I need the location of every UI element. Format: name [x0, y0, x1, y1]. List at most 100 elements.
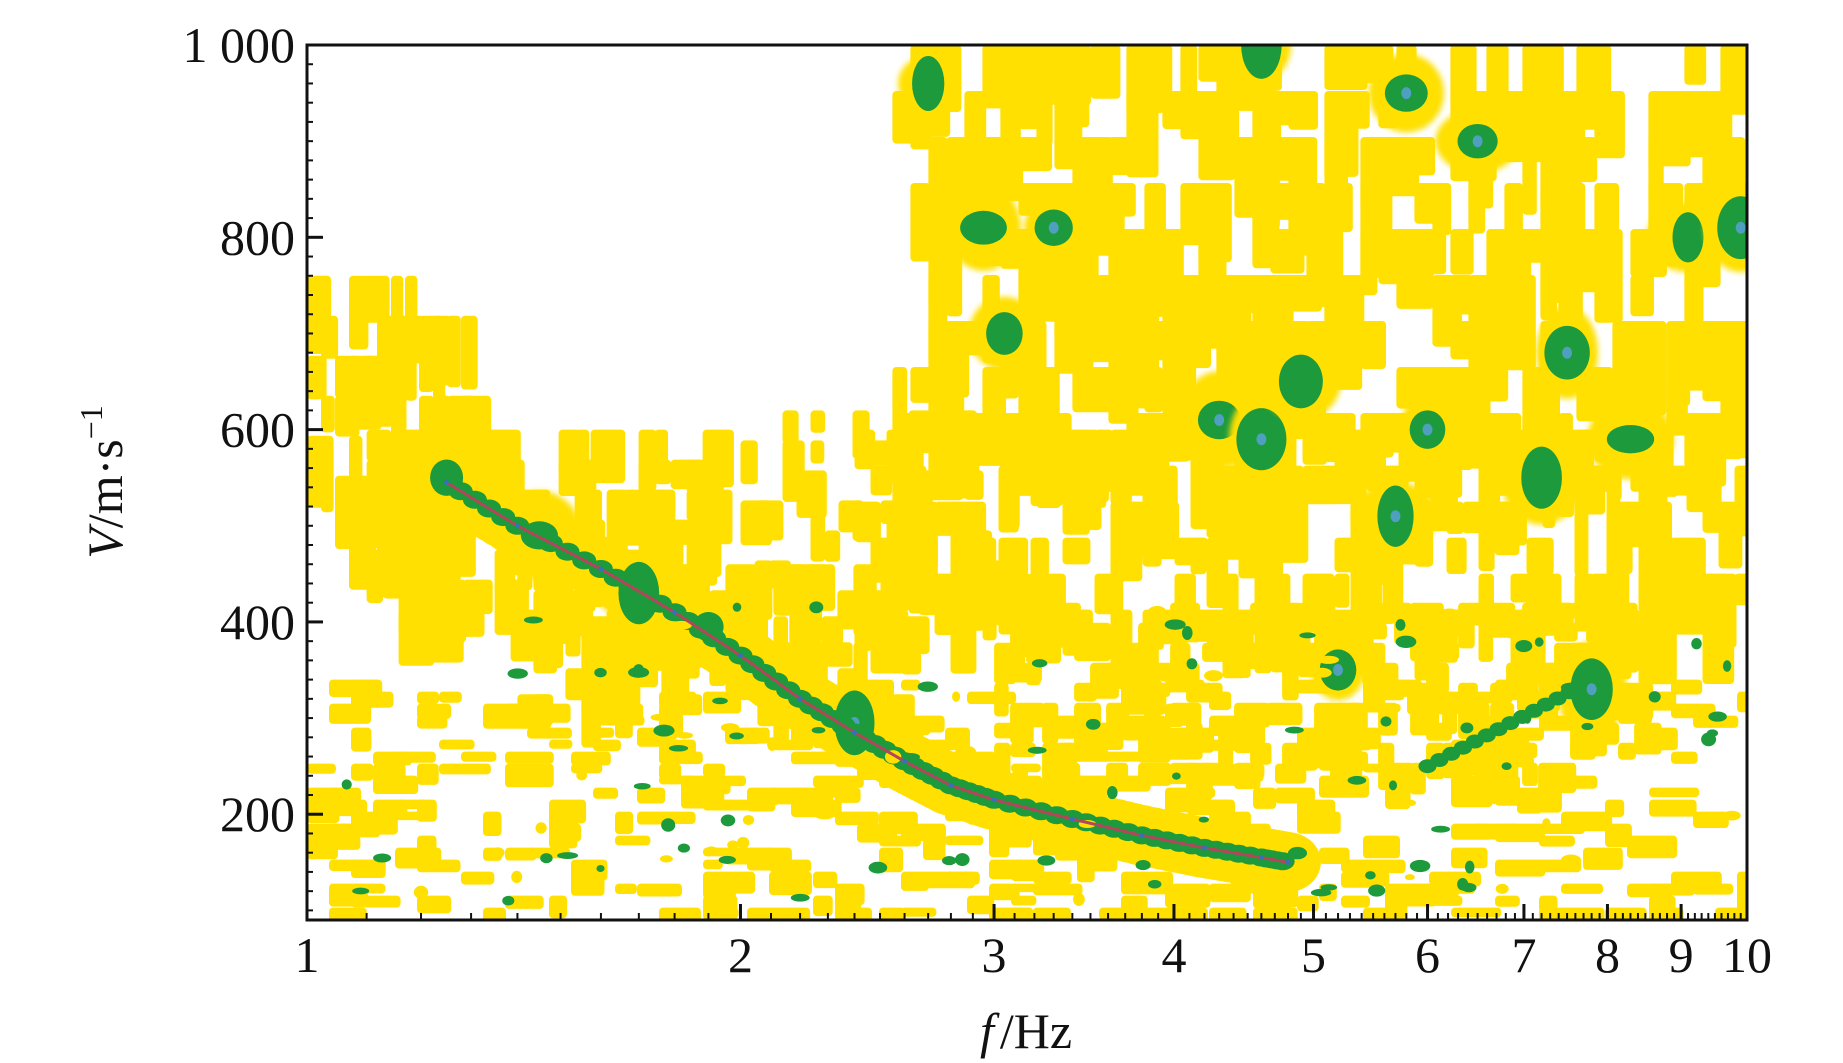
heatmap-blob-peak	[1390, 510, 1401, 523]
heatmap-cell-mid	[593, 787, 619, 799]
heatmap-cell-mid	[571, 871, 605, 896]
heatmap-cell-mid	[1446, 537, 1467, 574]
heatmap-speck	[668, 745, 689, 752]
heatmap-cell-mid	[805, 564, 836, 611]
heatmap-cell-mid	[1506, 742, 1538, 759]
heatmap-speck	[1223, 885, 1239, 894]
heatmap-speck	[653, 724, 675, 737]
heatmap-speck	[1464, 860, 1475, 874]
heatmap-speck	[1031, 659, 1048, 668]
heatmap-cell-mid	[1490, 682, 1506, 702]
heatmap-speck	[705, 846, 718, 854]
heatmap-cell-mid	[769, 871, 812, 896]
heatmap-cell-mid	[1458, 622, 1475, 649]
heatmap-cell-mid	[835, 787, 861, 803]
heatmap-cell-mid	[461, 763, 481, 775]
heatmap-cell-mid	[681, 751, 703, 765]
heatmap-cell-mid	[989, 835, 1010, 858]
heatmap-cell-mid	[1583, 847, 1623, 870]
heatmap-cell-mid	[866, 440, 899, 466]
heatmap-speck	[1708, 711, 1727, 722]
heatmap-cell-mid	[505, 703, 553, 723]
heatmap-blob-peak	[1214, 414, 1225, 426]
heatmap-cell-mid	[1720, 321, 1747, 381]
heatmap-cell-mid	[1046, 573, 1066, 611]
heatmap-cell-mid	[615, 811, 634, 835]
heatmap-cell-mid	[908, 560, 924, 614]
plot-frame	[305, 43, 1749, 922]
x-axis-unit: /Hz	[1000, 1003, 1072, 1059]
heatmap-cell-mid	[366, 429, 392, 462]
heatmap-cell-mid	[1561, 811, 1613, 832]
heatmap-cell-mid	[1486, 321, 1509, 402]
heatmap-speck	[557, 852, 579, 860]
heatmap-cell-mid	[505, 763, 554, 788]
heatmap-cell-mid	[1649, 787, 1700, 798]
heatmap-cell-mid	[1522, 682, 1539, 697]
heatmap-speck	[811, 726, 826, 734]
heatmap-cell-mid	[462, 579, 493, 615]
heatmap-speck	[1501, 762, 1512, 771]
heatmap-cell-mid	[1306, 183, 1324, 241]
heatmap-cell-mid	[1474, 762, 1492, 803]
heatmap-speck	[1365, 871, 1376, 880]
ticks-layer: 1 2 3 4 5 6 7 8 9 10 200 400 600 800 1 000	[183, 17, 1773, 983]
y-axis-variable: V	[77, 523, 133, 559]
heatmap-cell-mid	[1363, 859, 1406, 874]
heatmap-cell-mid	[654, 429, 668, 470]
heatmap-cell-mid	[1010, 742, 1036, 757]
heatmap-cell-mid	[1010, 642, 1025, 668]
heatmap-cell-mid	[1504, 275, 1536, 371]
dispersion-curve-point	[672, 609, 678, 615]
heatmap-cell-mid	[1018, 137, 1053, 172]
heatmap-cell-mid	[1218, 742, 1234, 780]
heatmap-cell-mid	[1072, 137, 1113, 191]
heatmap-cell-mid	[417, 715, 448, 729]
heatmap-cell-mid	[994, 682, 1009, 717]
heatmap-blob-peak	[1586, 683, 1597, 696]
heatmap-cell-mid	[869, 616, 892, 644]
heatmap-cell-mid	[894, 530, 922, 559]
heatmap-cell-mid	[813, 775, 864, 788]
y-tick-label: 200	[220, 786, 295, 842]
heatmap-cell-mid	[1297, 823, 1329, 833]
heatmap-cell-mid	[617, 919, 637, 920]
heatmap-cell-mid	[967, 895, 995, 915]
heatmap-cell-mid	[1630, 275, 1654, 317]
y-axis-unit-exponent: −1	[73, 405, 109, 439]
heatmap-cell-mid	[1426, 622, 1441, 645]
heatmap-cell-mid	[1330, 762, 1359, 781]
heatmap-cell-mid	[1209, 907, 1247, 920]
heatmap-cell-mid	[853, 642, 868, 691]
heatmap-cell-mid	[1074, 622, 1111, 661]
heatmap-cell-mid	[593, 727, 615, 738]
heatmap-cell-mid	[1253, 787, 1277, 809]
heatmap-speck	[1581, 722, 1594, 731]
heatmap-cell-mid	[1586, 622, 1611, 643]
heatmap-cell-mid	[1378, 762, 1414, 791]
heatmap-blob-high	[912, 56, 945, 111]
heatmap-speck	[1172, 772, 1181, 780]
heatmap-speck	[742, 814, 755, 826]
heatmap-cell-mid	[1540, 275, 1558, 321]
heatmap-cell-mid	[1079, 919, 1094, 920]
dispersion-curve-point	[1285, 859, 1291, 865]
heatmap-speck	[1300, 758, 1312, 769]
heatmap-cell-mid	[1693, 883, 1734, 895]
heatmap-cell-mid	[1458, 602, 1487, 626]
heatmap-speck	[491, 847, 505, 858]
heatmap-cell-mid	[1342, 91, 1370, 129]
heatmap-cell-mid	[1187, 907, 1208, 920]
heatmap-cell-mid	[982, 45, 1003, 109]
heatmap-cell-mid	[654, 459, 671, 485]
heatmap-cell-mid	[1702, 501, 1723, 533]
heatmap-cell-mid	[1684, 45, 1707, 85]
heatmap-blob-peak	[1422, 423, 1433, 436]
heatmap-cell-mid	[417, 859, 461, 873]
heatmap-speck	[762, 652, 782, 662]
heatmap-cell-mid	[1666, 367, 1688, 436]
heatmap-cell-mid	[923, 835, 946, 861]
heatmap-cell-mid	[1526, 537, 1554, 575]
heatmap-cell-mid	[1072, 45, 1091, 106]
heatmap-speck	[511, 870, 523, 884]
